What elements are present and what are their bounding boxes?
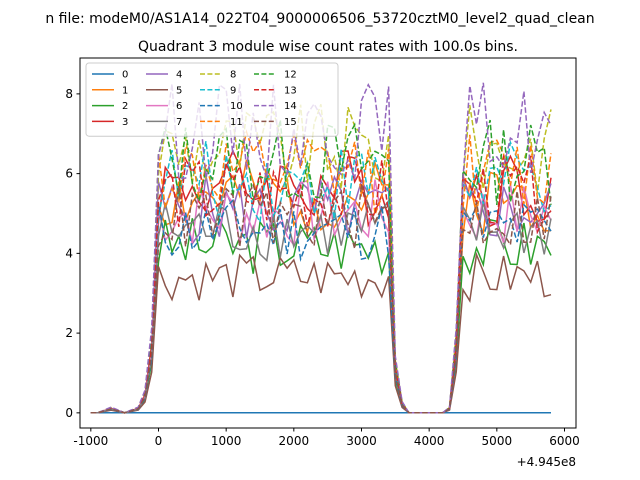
legend-label-13: 13 — [284, 85, 297, 96]
series-line-1 — [90, 159, 552, 414]
series-line-15 — [90, 182, 552, 414]
legend-label-8: 8 — [230, 70, 236, 81]
x-offset-label: +4.945e8 — [517, 455, 576, 469]
x-tick-label: 4000 — [414, 434, 445, 448]
legend-label-10: 10 — [230, 101, 243, 112]
legend-label-0: 0 — [122, 70, 128, 81]
y-tick-label: 4 — [65, 246, 73, 260]
figure-suptitle: n file: modeM0/AS1A14_022T04_9000006506_… — [45, 11, 594, 27]
legend-label-2: 2 — [122, 101, 128, 112]
x-tick-label: 0 — [155, 434, 163, 448]
y-axis: 0 2 4 6 8 — [65, 87, 80, 420]
series-line-13 — [90, 155, 552, 414]
plot-border — [79, 57, 577, 429]
series-line-11 — [90, 129, 552, 414]
x-tick-label: 6000 — [549, 434, 580, 448]
series-line-12 — [90, 119, 552, 414]
x-tick-label: 5000 — [482, 434, 513, 448]
legend-label-1: 1 — [122, 85, 128, 96]
legend-label-12: 12 — [284, 70, 297, 81]
legend-label-9: 9 — [230, 85, 236, 96]
x-axis: -1000 0 1000 2000 3000 4000 5000 6000 — [73, 428, 580, 448]
x-tick-label: 1000 — [211, 434, 242, 448]
legend-label-7: 7 — [176, 117, 182, 128]
legend-box — [85, 62, 339, 137]
legend-label-15: 15 — [284, 117, 297, 128]
series-line-9 — [90, 139, 552, 414]
legend-label-14: 14 — [284, 101, 297, 112]
series-line-5 — [90, 251, 552, 414]
x-tick-label: -1000 — [73, 434, 108, 448]
legend-label-3: 3 — [122, 117, 128, 128]
y-tick-label: 8 — [65, 87, 73, 101]
legend-label-6: 6 — [176, 101, 182, 112]
series-line-2 — [90, 216, 552, 414]
x-tick-label: 2000 — [279, 434, 310, 448]
legend-label-4: 4 — [176, 70, 182, 81]
y-tick-label: 0 — [65, 406, 73, 420]
y-tick-label: 6 — [65, 167, 73, 181]
x-tick-label: 3000 — [346, 434, 377, 448]
series-line-7 — [90, 198, 552, 414]
y-tick-label: 2 — [65, 326, 73, 340]
legend-label-11: 11 — [230, 117, 243, 128]
chart-title: Quadrant 3 module wise count rates with … — [138, 39, 518, 55]
legend-label-5: 5 — [176, 85, 182, 96]
